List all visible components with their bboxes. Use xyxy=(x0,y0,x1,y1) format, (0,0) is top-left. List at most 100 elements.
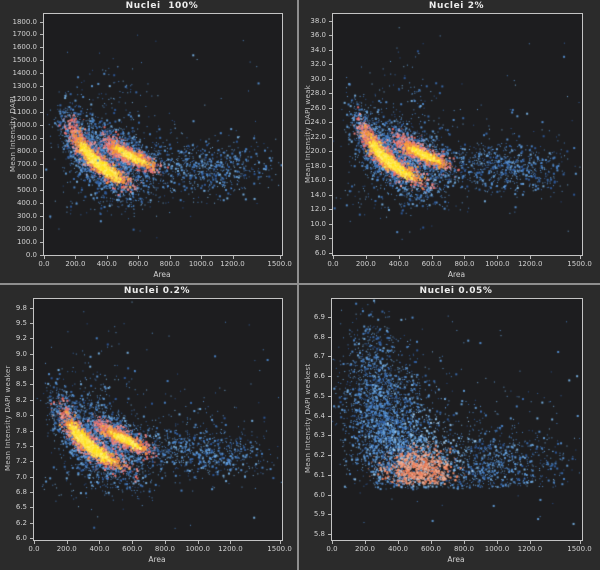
x-tick-label: 1200.0 xyxy=(517,545,543,553)
x-tick-label: 600.0 xyxy=(421,260,442,268)
y-tick-mark xyxy=(30,353,33,355)
x-tick-label: 200.0 xyxy=(65,260,86,268)
y-tick-label: 6.2 xyxy=(313,451,325,460)
y-tick-label: 6.4 xyxy=(313,411,325,420)
y-tick-label: 1400.0 xyxy=(12,69,38,78)
y-tick-label: 600.0 xyxy=(16,173,37,182)
x-tick-mark xyxy=(333,256,334,259)
x-tick-label: 800.0 xyxy=(159,260,180,268)
y-tick-label: 1600.0 xyxy=(12,43,38,52)
x-tick-label: 1000.0 xyxy=(485,260,510,268)
plot-frame xyxy=(332,13,583,256)
y-tick-mark xyxy=(40,138,43,140)
y-tick-mark xyxy=(329,180,332,182)
y-tick-mark xyxy=(328,376,331,378)
x-tick-mark xyxy=(138,256,140,259)
y-tick-mark xyxy=(30,538,33,540)
y-tick-mark xyxy=(30,445,33,447)
y-tick-mark xyxy=(40,203,43,205)
y-tick-label: 1800.0 xyxy=(12,17,38,26)
y-tick-label: 700.0 xyxy=(16,160,37,169)
y-tick-mark xyxy=(329,35,332,37)
x-tick-mark xyxy=(497,541,499,544)
y-tick-mark xyxy=(329,49,332,51)
y-tick-mark xyxy=(40,34,43,36)
y-tick-mark xyxy=(30,338,33,340)
x-tick-mark xyxy=(530,256,532,259)
y-tick-mark xyxy=(30,492,33,494)
y-tick-label: 9.5 xyxy=(15,318,27,327)
x-tick-mark xyxy=(530,541,532,544)
y-tick-label: 7.8 xyxy=(15,426,27,435)
x-tick-label: 800.0 xyxy=(453,545,475,553)
y-tick-label: 8.2 xyxy=(15,395,27,404)
y-tick-mark xyxy=(40,112,43,114)
y-tick-label: 36.0 xyxy=(310,31,326,40)
y-tick-mark xyxy=(329,20,332,22)
x-tick-label: 800.0 xyxy=(154,545,175,553)
y-tick-mark xyxy=(329,151,332,153)
y-tick-mark xyxy=(329,209,332,211)
y-tick-label: 400.0 xyxy=(16,199,37,208)
y-tick-mark xyxy=(328,474,331,476)
y-tick-label: 6.6 xyxy=(313,372,325,381)
y-tick-label: 14.0 xyxy=(310,190,326,199)
x-tick-label: 1000.0 xyxy=(484,545,510,553)
y-tick-label: 38.0 xyxy=(310,16,326,25)
y-tick-label: 100.0 xyxy=(16,238,37,247)
x-tick-label: 600.0 xyxy=(128,260,149,268)
plot-title: Nuclei 2% xyxy=(428,1,485,11)
x-tick-label: 400.0 xyxy=(89,545,110,553)
plot-title: Nuclei 100% xyxy=(125,1,199,11)
y-tick-mark xyxy=(329,64,332,66)
x-axis-label: Area xyxy=(148,555,166,564)
y-tick-mark xyxy=(40,99,43,101)
x-tick-mark xyxy=(279,256,281,259)
x-tick-mark xyxy=(132,541,134,544)
pane-divider-vertical xyxy=(297,0,299,570)
plot-canvas[interactable] xyxy=(333,14,582,255)
y-tick-label: 28.0 xyxy=(310,89,326,98)
y-tick-label: 200.0 xyxy=(16,225,37,234)
plot-canvas[interactable] xyxy=(44,14,282,255)
y-tick-label: 1000.0 xyxy=(12,121,38,130)
y-tick-mark xyxy=(30,461,33,463)
y-tick-mark xyxy=(30,507,33,509)
y-tick-label: 6.3 xyxy=(313,431,325,440)
x-tick-label: 0.0 xyxy=(326,545,338,553)
y-tick-label: 8.5 xyxy=(15,380,27,389)
plot-panel-1: Nuclei 100% Mean Intensity DAPI Area 0.0… xyxy=(0,0,300,285)
x-tick-mark xyxy=(431,541,432,544)
y-tick-label: 5.8 xyxy=(313,530,325,539)
y-tick-label: 7.5 xyxy=(15,441,27,450)
y-tick-label: 7.0 xyxy=(15,472,27,481)
y-tick-label: 9.0 xyxy=(15,349,27,358)
x-tick-mark xyxy=(169,256,171,259)
x-tick-mark xyxy=(201,256,203,259)
x-tick-mark xyxy=(279,541,281,544)
y-tick-mark xyxy=(329,252,332,254)
x-tick-label: 1000.0 xyxy=(185,545,210,553)
y-tick-label: 6.5 xyxy=(313,391,325,400)
x-tick-mark xyxy=(99,541,101,544)
plot-panel-4: Nuclei 0.05% Mean Intensity DAPI weakest… xyxy=(300,285,600,570)
plot-frame xyxy=(33,298,283,541)
y-tick-label: 6.5 xyxy=(15,503,27,512)
y-tick-label: 6.0 xyxy=(313,490,325,499)
x-tick-mark xyxy=(579,541,581,544)
plot-canvas[interactable] xyxy=(34,299,282,540)
x-tick-label: 200.0 xyxy=(355,260,376,268)
y-tick-label: 6.1 xyxy=(313,470,325,479)
plot-title: Nuclei 0.05% xyxy=(419,286,493,296)
y-tick-label: 24.0 xyxy=(310,118,326,127)
y-tick-mark xyxy=(328,356,331,358)
y-tick-mark xyxy=(328,415,331,417)
y-tick-mark xyxy=(329,78,332,80)
plot-canvas[interactable] xyxy=(332,299,582,540)
x-tick-label: 1000.0 xyxy=(188,260,214,268)
y-tick-mark xyxy=(40,216,43,218)
y-tick-label: 6.7 xyxy=(313,352,325,361)
x-tick-label: 0.0 xyxy=(28,545,40,553)
x-tick-mark xyxy=(232,256,234,259)
y-tick-mark xyxy=(30,322,33,324)
